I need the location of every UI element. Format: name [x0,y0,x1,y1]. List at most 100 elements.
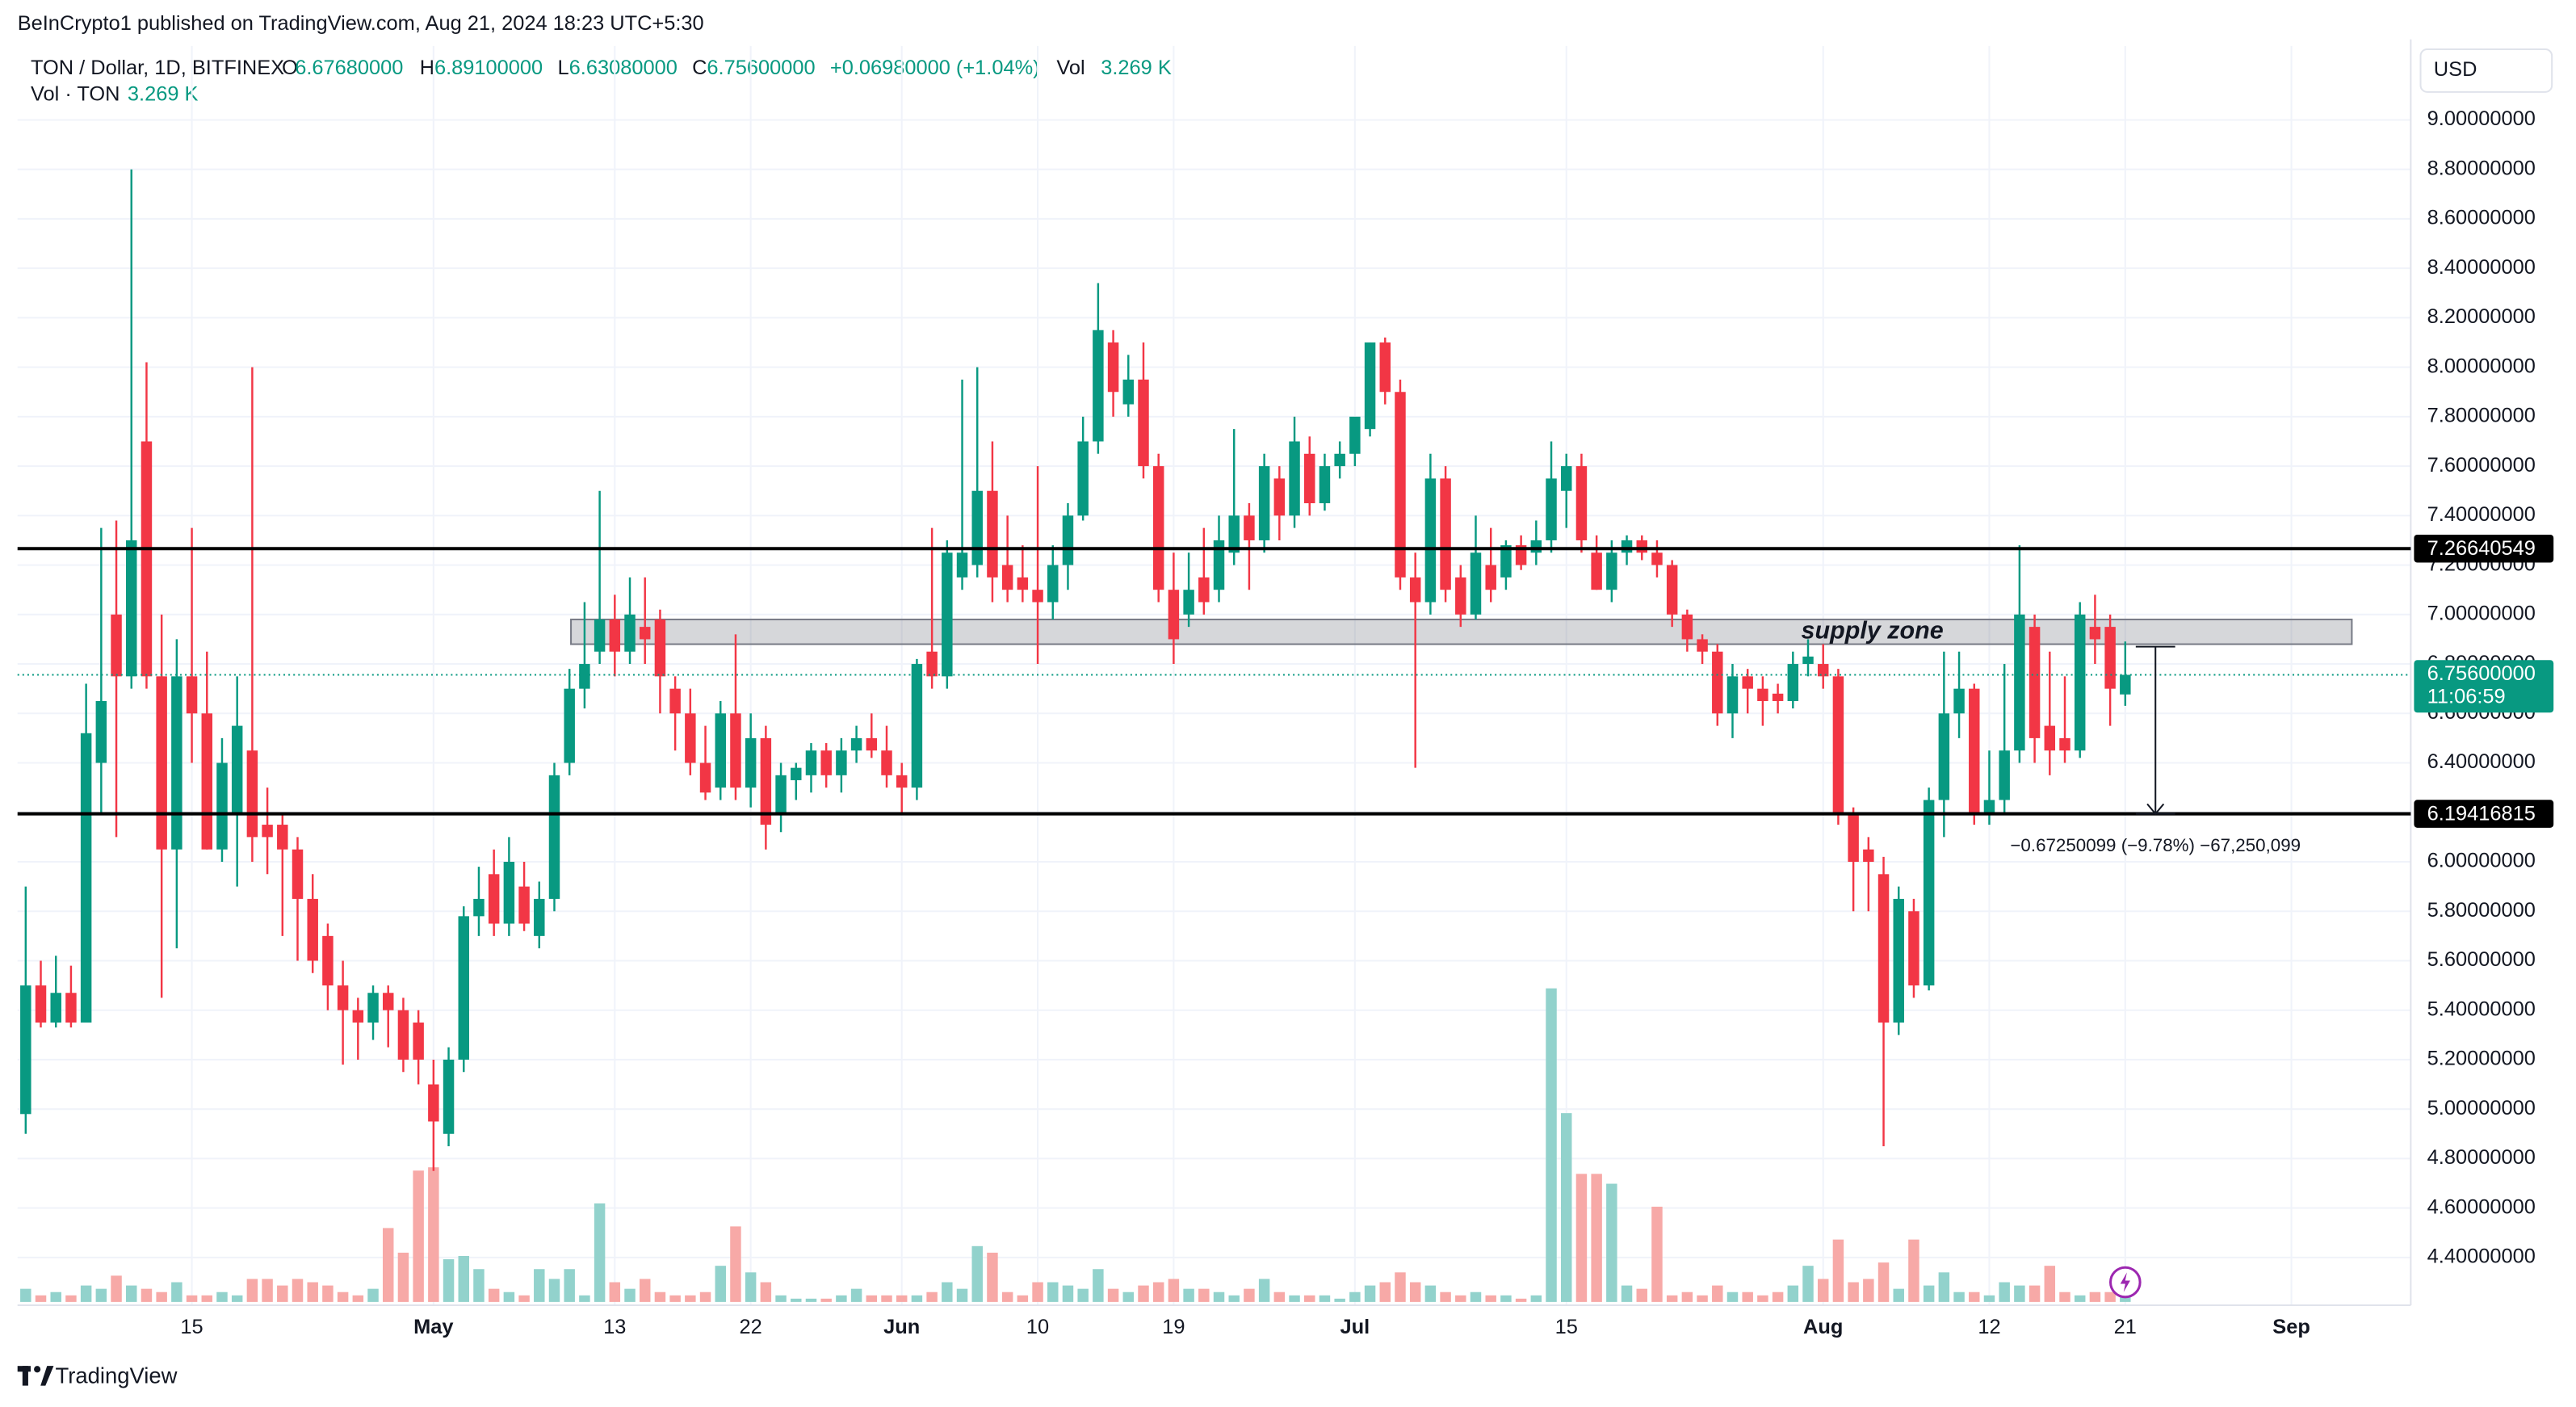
volume-bar [1848,1282,1859,1302]
y-tick-label: 7.60000000 [2427,454,2536,477]
volume-bar [65,1295,77,1302]
countdown: 11:06:59 [2427,686,2506,708]
candle-body [473,898,485,917]
volume-bar [1877,1262,1890,1302]
candle-body [1122,379,1135,405]
volume-bar [820,1298,832,1302]
x-tick-label: 19 [1162,1316,1185,1338]
y-tick-label: 8.20000000 [2427,305,2536,328]
y-tick-label: 5.40000000 [2427,998,2536,1020]
volume-bar [836,1295,847,1302]
candle-body [1546,478,1557,540]
volume-bar [1606,1183,1617,1302]
legend-change: +0.06980000 (+1.04%) [830,57,1040,79]
volume-bar [367,1288,379,1302]
volume-bar [548,1279,560,1302]
x-tick-label: 10 [1026,1316,1049,1338]
volume-bar [1772,1292,1784,1302]
volume-bar [277,1285,288,1302]
candle-body [1273,478,1286,516]
currency[interactable]: USD [2434,58,2477,81]
volume-bar [987,1252,998,1302]
level-label: 7.26640549 [2427,537,2536,560]
candle-body [1364,342,1376,430]
volume-bar [1530,1295,1542,1302]
candle-body [1983,800,1995,813]
candle-body [866,737,878,751]
x-tick-label: Sep [2272,1316,2310,1338]
volume-bar [1651,1207,1663,1302]
candle-body [1228,515,1240,553]
candle-body [1530,540,1542,553]
volume-bar [1273,1292,1286,1302]
volume-bar [201,1295,213,1302]
y-tick-label: 4.40000000 [2427,1245,2536,1268]
y-tick-label: 7.40000000 [2427,503,2536,526]
volume-title: Vol · TON [31,83,120,106]
level-label-box [2414,534,2554,563]
volume-bar [1787,1285,1799,1302]
volume-bar [1138,1285,1149,1302]
candle-body [1485,565,1496,590]
volume-bar [685,1295,696,1302]
candle-body [186,676,198,714]
publish-line: BeInCrypto1 published on TradingView.com… [18,12,704,35]
candle-body [715,713,726,788]
candle-body [1802,656,1814,665]
volume-bar [564,1269,575,1302]
volume-bar [896,1295,908,1302]
y-tick-label: 9.00000000 [2427,107,2536,130]
level-label-box [2414,800,2554,828]
volume-bar [639,1279,651,1302]
candle-body [1877,874,1890,1023]
candle-body [1379,342,1391,393]
candle-body [1848,812,1859,862]
candle-body [1726,676,1739,714]
volume-bar [1228,1295,1240,1302]
volume-bar [1032,1282,1043,1302]
candle-body [1395,392,1406,578]
volume-bar [1440,1292,1451,1302]
candle-body [1742,676,1753,689]
candle-body [1455,577,1466,615]
candle-body [745,737,757,788]
volume-bar [1742,1292,1753,1302]
volume-bar [699,1292,711,1302]
volume-bar [1863,1279,1874,1302]
volume-bar [1077,1288,1089,1302]
measure-label: −0.67250099 (−9.78%) −67,250,099 [2010,835,2301,855]
volume-bar [594,1203,606,1302]
volume-bar [216,1292,228,1302]
candle-body [488,874,500,924]
volume-bar [111,1275,122,1302]
volume-bar [1047,1282,1059,1302]
candle-body [1575,466,1588,540]
volume-bar [1470,1292,1482,1302]
volume-bar [1757,1295,1768,1302]
volume-bar [352,1295,364,1302]
candle-body [1500,545,1512,578]
x-tick-label: Jul [1340,1316,1370,1338]
candle-body [564,688,575,763]
zone-label: supply zone [1802,616,1944,644]
candle-body [1152,466,1164,590]
volume-bar [2044,1266,2056,1302]
volume-bar [866,1295,878,1302]
volume-bar [1621,1285,1633,1302]
volume-bar [1289,1295,1300,1302]
currency-box[interactable] [2419,48,2553,93]
candle-body [1440,478,1451,590]
candle-body [1077,441,1089,516]
candle-body [518,886,530,924]
volume-bar [1500,1295,1512,1302]
candle-body [1001,565,1013,590]
candle-body [2104,627,2116,689]
candle-body [850,737,862,751]
volume-bar [1893,1288,1904,1302]
candle-body [2120,674,2131,695]
volume-bar [2089,1292,2101,1302]
candle-body [35,985,47,1023]
volume-bar [1424,1285,1437,1302]
candle-body [65,993,77,1023]
legend-key: O [282,57,298,79]
